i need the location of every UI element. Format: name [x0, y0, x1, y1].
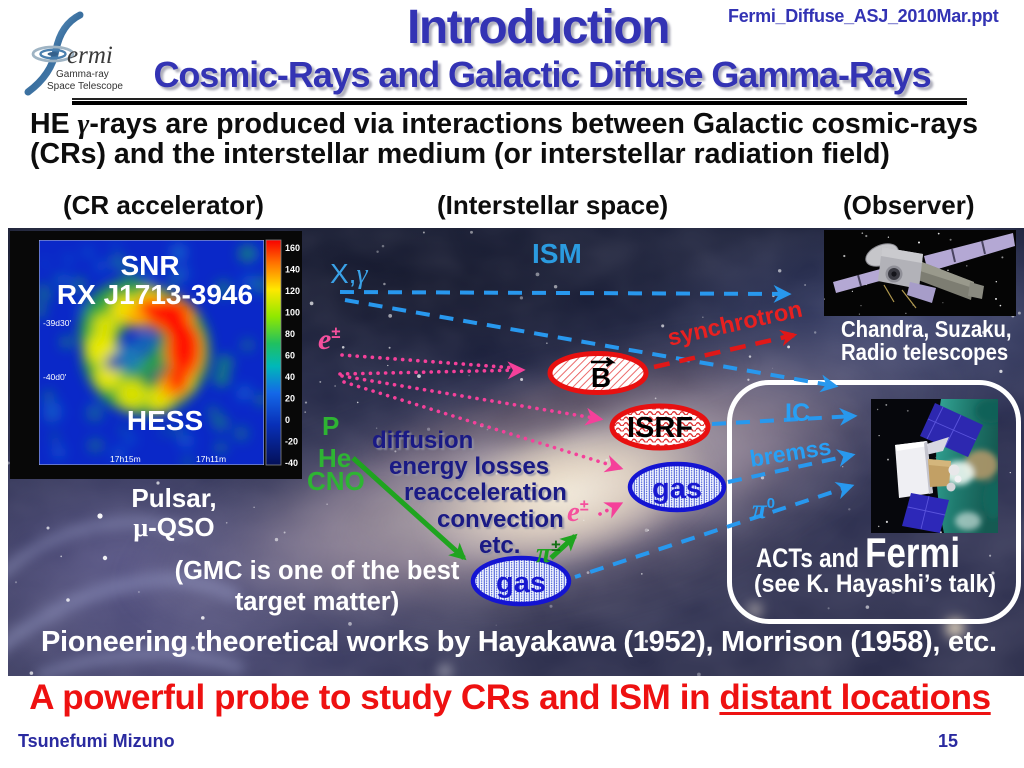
svg-text:-40d0': -40d0': [43, 372, 67, 382]
svg-text:B: B: [591, 362, 611, 393]
svg-text:140: 140: [285, 265, 300, 275]
svg-text:RX J1713-3946: RX J1713-3946: [57, 279, 253, 310]
svg-text:0: 0: [285, 415, 290, 425]
svg-text:Space Telescope: Space Telescope: [47, 81, 123, 92]
svg-text:SNR: SNR: [120, 250, 179, 281]
svg-text:-20: -20: [285, 437, 298, 447]
svg-text:100: 100: [285, 308, 300, 318]
svg-text:120: 120: [285, 286, 300, 296]
svg-text:17h15m: 17h15m: [110, 454, 141, 464]
svg-text:-40: -40: [285, 458, 298, 468]
svg-text:ermi: ermi: [67, 42, 113, 69]
svg-text:ISRF: ISRF: [627, 412, 693, 444]
svg-text:60: 60: [285, 351, 295, 361]
svg-text:80: 80: [285, 329, 295, 339]
svg-text:gas: gas: [652, 473, 702, 505]
svg-text:40: 40: [285, 372, 295, 382]
svg-text:20: 20: [285, 394, 295, 404]
svg-text:17h11m: 17h11m: [196, 454, 226, 464]
svg-text:gas: gas: [496, 567, 546, 599]
svg-text:-39d30': -39d30': [43, 318, 71, 328]
svg-text:160: 160: [285, 243, 300, 253]
svg-text:Gamma-ray: Gamma-ray: [56, 69, 109, 80]
svg-text:HESS: HESS: [127, 405, 203, 436]
